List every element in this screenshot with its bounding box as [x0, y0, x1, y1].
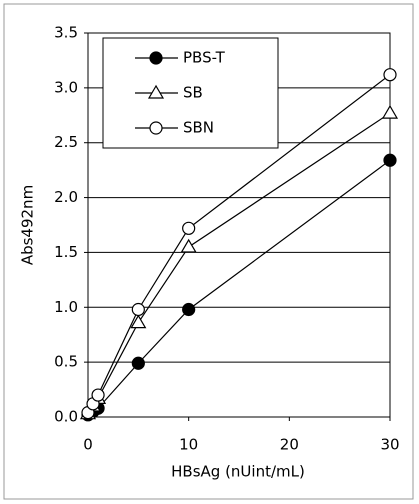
- y-axis-label: Abs492nm: [19, 185, 37, 265]
- legend-label: SB: [183, 84, 203, 102]
- y-tick-label: 2.5: [54, 133, 78, 151]
- legend-marker: [147, 84, 165, 99]
- y-tick-label: 0.0: [54, 408, 78, 426]
- legend-box: [102, 37, 279, 149]
- legend-label: SBN: [183, 119, 214, 137]
- x-tick-label: 30: [380, 436, 399, 454]
- x-tick-label: 0: [83, 436, 93, 454]
- y-tick-label: 1.0: [54, 298, 78, 316]
- y-tick-label: 1.5: [54, 243, 78, 261]
- x-axis-label: HBsAg (nUint/mL): [171, 463, 305, 481]
- marker: [131, 302, 145, 317]
- y-tick-label: 3.5: [54, 24, 78, 42]
- y-tick-label: 2.0: [54, 188, 78, 206]
- marker: [381, 104, 399, 119]
- marker: [182, 302, 196, 317]
- marker: [383, 153, 397, 167]
- marker: [131, 356, 145, 370]
- y-tick-label: 0.5: [54, 353, 78, 371]
- y-tick-label: 3.0: [54, 78, 78, 96]
- legend-marker: [149, 121, 163, 135]
- marker: [91, 388, 105, 402]
- x-tick-label: 20: [280, 436, 299, 454]
- marker: [383, 68, 397, 82]
- x-tick-label: 10: [179, 436, 198, 454]
- marker: [180, 238, 197, 253]
- legend-marker: [149, 51, 163, 65]
- marker: [182, 221, 196, 235]
- marker: [130, 314, 147, 329]
- legend-label: PBS-T: [183, 49, 226, 67]
